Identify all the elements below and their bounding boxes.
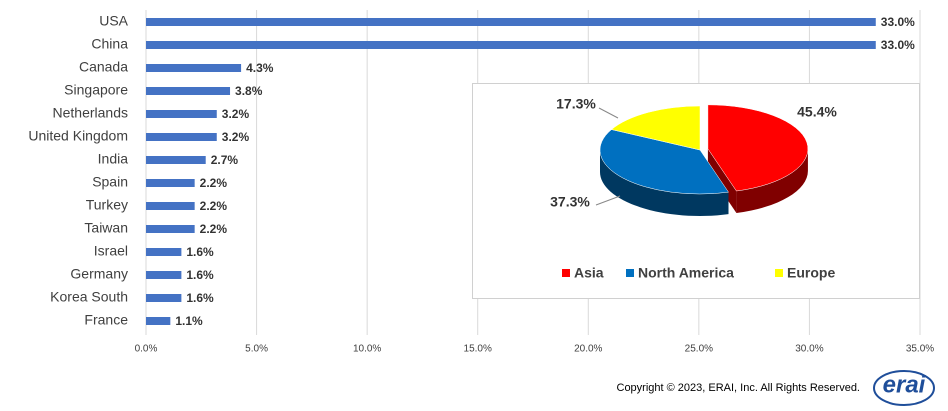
y-tick-label: China: [91, 36, 128, 52]
legend-swatch: [626, 269, 634, 277]
y-tick-label: Canada: [79, 59, 128, 75]
bar: [146, 110, 217, 118]
bar: [146, 18, 876, 26]
x-tick-label: 10.0%: [353, 344, 381, 355]
data-label: 33.0%: [881, 38, 915, 52]
x-tick-label: 25.0%: [685, 344, 713, 355]
bar: [146, 317, 171, 325]
data-label: 4.3%: [246, 61, 274, 75]
bar: [146, 179, 195, 187]
legend-label: Asia: [574, 265, 604, 281]
bar: [146, 64, 242, 72]
data-label: 3.2%: [222, 130, 250, 144]
y-tick-label: USA: [99, 13, 128, 29]
y-tick-label: Israel: [94, 243, 128, 259]
y-tick-label: Turkey: [86, 197, 128, 213]
data-label: 1.6%: [186, 245, 214, 259]
logo-ring: [873, 370, 935, 406]
legend-swatch: [562, 269, 570, 277]
logo: erai: [883, 371, 927, 398]
data-label: 1.1%: [175, 314, 203, 328]
bar: [146, 156, 206, 164]
y-tick-label: Spain: [92, 174, 128, 190]
data-label: 45.4%: [797, 104, 837, 120]
x-tick-label: 30.0%: [795, 344, 823, 355]
y-tick-label: Netherlands: [53, 105, 129, 121]
pie-slice: [599, 129, 729, 195]
leader-line: [595, 195, 621, 206]
leader-line: [598, 107, 619, 119]
bar: [146, 41, 876, 49]
data-label: 3.2%: [222, 107, 250, 121]
copyright: Copyright © 2023, ERAI, Inc. All Rights …: [617, 382, 861, 394]
y-tick-label: Singapore: [64, 82, 128, 98]
bar: [146, 225, 195, 233]
data-label: 2.2%: [200, 199, 228, 213]
pie-slice: [707, 104, 809, 192]
legend-swatch: [775, 269, 783, 277]
x-tick-label: 5.0%: [245, 344, 268, 355]
legend-label: North America: [638, 265, 734, 281]
pie-side: [600, 150, 729, 216]
bar: [146, 133, 217, 141]
data-label: 2.2%: [200, 176, 228, 190]
data-label: 3.8%: [235, 84, 263, 98]
data-label: 2.2%: [200, 222, 228, 236]
pie-slice: [610, 105, 701, 151]
bar: [146, 294, 182, 302]
data-label: 1.6%: [186, 291, 214, 305]
x-tick-label: 0.0%: [135, 344, 158, 355]
bar: [146, 271, 182, 279]
pie-side: [707, 148, 737, 214]
bar: [146, 87, 231, 95]
data-label: 17.3%: [556, 96, 596, 112]
data-label: 37.3%: [550, 194, 590, 210]
y-tick-label: Korea South: [50, 289, 128, 305]
y-tick-label: India: [98, 151, 129, 167]
y-tick-label: United Kingdom: [28, 128, 128, 144]
pie-side: [736, 148, 808, 214]
x-tick-label: 35.0%: [906, 344, 934, 355]
y-tick-label: Germany: [70, 266, 128, 282]
bar: [146, 248, 182, 256]
data-label: 2.7%: [211, 153, 239, 167]
data-label: 33.0%: [881, 15, 915, 29]
pie-layer: 45.4% 37.3% 17.3% Asia North America Europe: [550, 96, 837, 281]
y-tick-label: France: [84, 312, 128, 328]
legend-label: Europe: [787, 265, 835, 281]
bar: [146, 202, 195, 210]
x-tick-label: 15.0%: [464, 344, 492, 355]
x-tick-label: 20.0%: [574, 344, 602, 355]
y-tick-label: Taiwan: [84, 220, 128, 236]
data-label: 1.6%: [186, 268, 214, 282]
